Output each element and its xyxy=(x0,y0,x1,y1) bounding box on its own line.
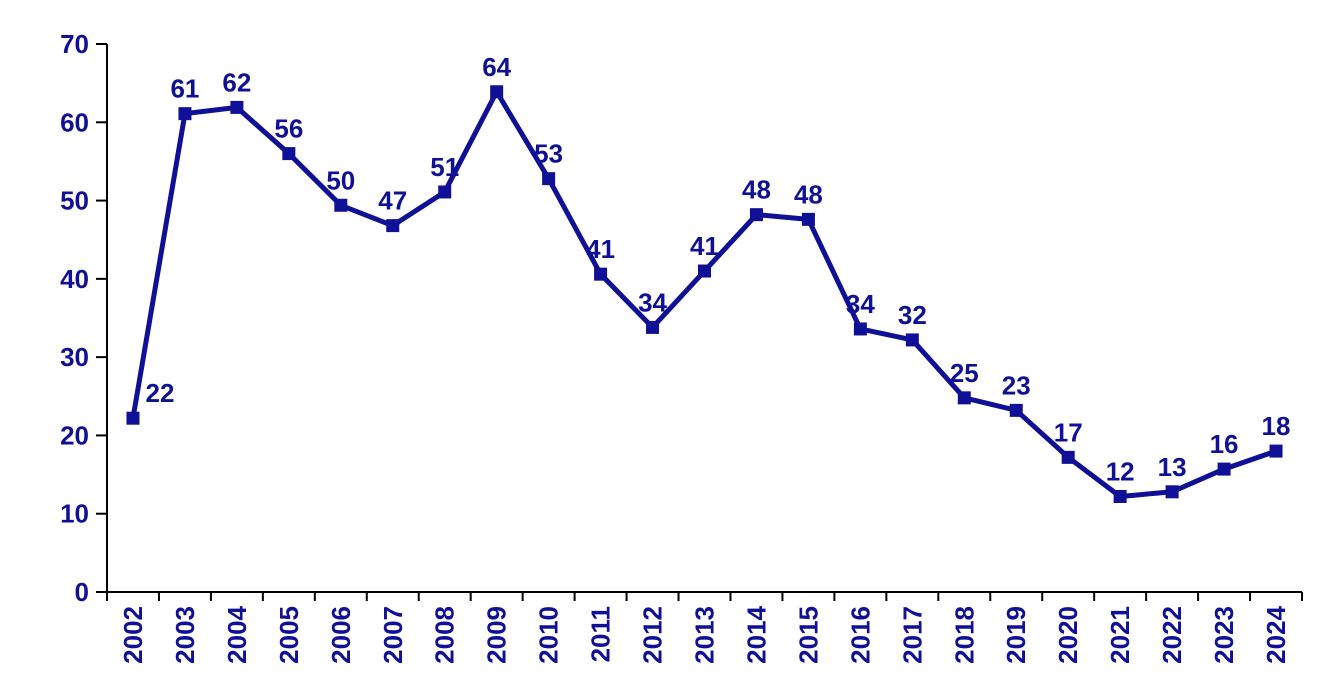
data-point-marker-2003 xyxy=(178,107,192,121)
data-point-marker-2009 xyxy=(490,85,504,99)
x-tick-label-2010: 2010 xyxy=(534,606,564,664)
data-point-label-2007: 47 xyxy=(378,186,407,216)
x-tick-label-2021: 2021 xyxy=(1105,606,1135,664)
data-point-marker-2002 xyxy=(126,411,140,425)
x-tick-label-2012: 2012 xyxy=(638,606,668,664)
x-tick-label-2004: 2004 xyxy=(222,605,252,663)
data-point-marker-2018 xyxy=(957,391,971,405)
data-point-label-2020: 17 xyxy=(1054,417,1083,447)
data-point-label-2011: 41 xyxy=(586,234,615,264)
data-point-marker-2019 xyxy=(1009,403,1023,417)
x-tick-label-2015: 2015 xyxy=(793,606,823,664)
data-point-marker-2005 xyxy=(282,147,296,161)
data-point-label-2010: 53 xyxy=(534,139,563,169)
x-tick-label-2006: 2006 xyxy=(326,606,356,664)
x-tick-label-2009: 2009 xyxy=(482,606,512,664)
x-tick-label-2016: 2016 xyxy=(845,606,875,664)
x-tick-label-2022: 2022 xyxy=(1157,606,1187,664)
data-point-marker-2021 xyxy=(1113,489,1127,503)
data-point-marker-2006 xyxy=(334,198,348,212)
data-point-label-2008: 51 xyxy=(430,152,459,182)
data-point-label-2022: 13 xyxy=(1158,452,1187,482)
y-tick-label: 50 xyxy=(60,186,89,216)
x-tick-label-2008: 2008 xyxy=(430,606,460,664)
data-point-marker-2015 xyxy=(801,212,815,226)
x-tick-label-2002: 2002 xyxy=(118,606,148,664)
y-tick-label: 20 xyxy=(60,420,89,450)
data-point-marker-2012 xyxy=(646,320,660,334)
y-tick-label: 30 xyxy=(60,342,89,372)
y-tick-label: 60 xyxy=(60,107,89,137)
x-tick-label-2003: 2003 xyxy=(170,606,200,664)
data-point-marker-2024 xyxy=(1269,444,1283,458)
data-point-marker-2011 xyxy=(594,267,608,281)
data-point-label-2023: 16 xyxy=(1210,429,1239,459)
x-tick-label-2019: 2019 xyxy=(1001,606,1031,664)
x-tick-label-2013: 2013 xyxy=(690,606,720,664)
y-tick-label: 40 xyxy=(60,264,89,294)
data-point-label-2005: 56 xyxy=(274,114,303,144)
x-tick-label-2014: 2014 xyxy=(741,605,771,663)
data-point-label-2018: 25 xyxy=(950,358,979,388)
x-tick-label-2023: 2023 xyxy=(1209,606,1239,664)
x-tick-label-2018: 2018 xyxy=(949,606,979,664)
data-point-marker-2013 xyxy=(698,264,711,278)
x-tick-label-2024: 2024 xyxy=(1261,605,1291,663)
data-point-marker-2016 xyxy=(853,322,867,336)
data-point-label-2014: 48 xyxy=(742,175,771,205)
data-point-label-2002: 22 xyxy=(146,378,175,408)
data-point-marker-2014 xyxy=(749,208,763,222)
y-tick-label: 10 xyxy=(60,499,89,529)
data-point-marker-2017 xyxy=(905,333,919,347)
data-point-marker-2004 xyxy=(230,100,244,114)
series-line xyxy=(130,86,1277,500)
data-point-label-2004: 62 xyxy=(222,67,251,97)
x-tick-label-2017: 2017 xyxy=(897,606,927,664)
x-tick-label-2011: 2011 xyxy=(586,606,616,662)
data-point-marker-2022 xyxy=(1165,485,1179,499)
y-tick-label: 70 xyxy=(60,29,89,59)
data-point-label-2012: 34 xyxy=(638,287,667,317)
data-point-label-2013: 41 xyxy=(690,231,719,261)
data-point-marker-2010 xyxy=(542,172,556,186)
data-point-label-2024: 18 xyxy=(1262,411,1291,441)
data-point-label-2009: 64 xyxy=(482,52,511,82)
data-point-marker-2007 xyxy=(386,219,400,233)
y-tick-label: 0 xyxy=(75,577,89,607)
data-point-label-2006: 50 xyxy=(326,165,355,195)
data-point-label-2017: 32 xyxy=(898,300,927,330)
x-tick-label-2020: 2020 xyxy=(1053,606,1083,664)
data-point-label-2021: 12 xyxy=(1106,456,1135,486)
data-point-label-2019: 23 xyxy=(1002,370,1031,400)
data-point-label-2015: 48 xyxy=(794,179,823,209)
data-point-marker-2023 xyxy=(1217,462,1231,476)
data-point-marker-2008 xyxy=(438,185,452,199)
data-point-label-2003: 61 xyxy=(170,74,199,104)
x-tick-label-2007: 2007 xyxy=(378,606,408,664)
data-point-label-2016: 34 xyxy=(846,289,875,319)
x-tick-label-2005: 2005 xyxy=(274,606,304,664)
data-point-marker-2020 xyxy=(1061,450,1075,464)
